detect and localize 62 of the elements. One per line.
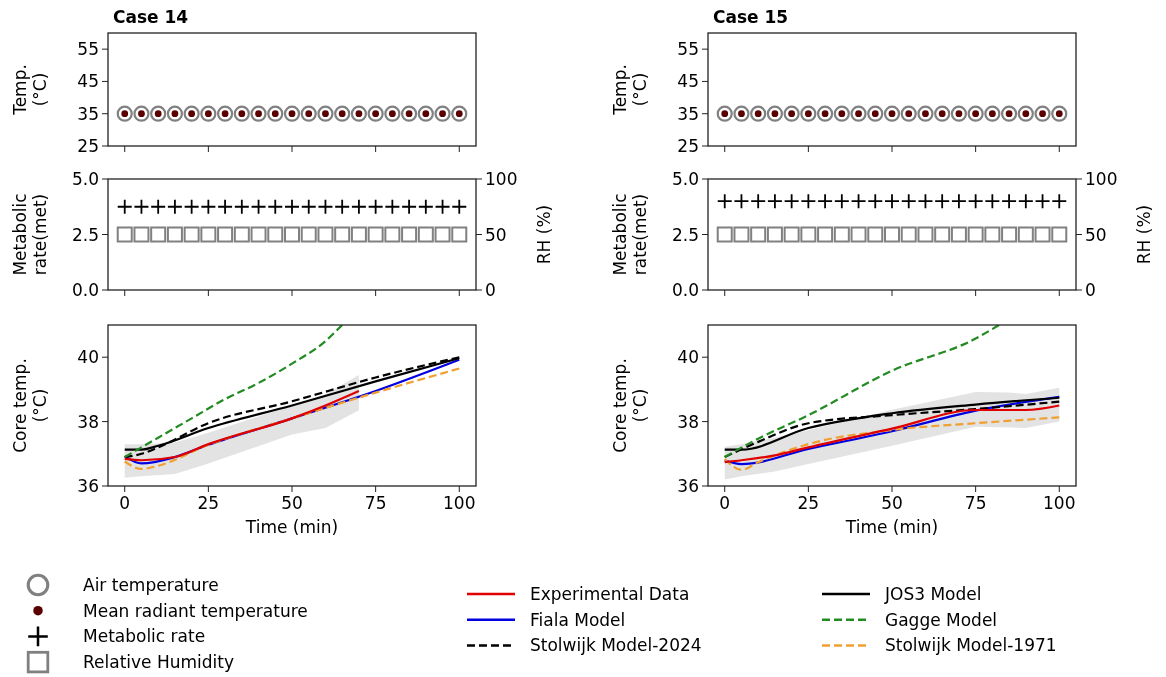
x-tick-label: 50: [881, 493, 903, 513]
y-tick-label: 40: [77, 347, 99, 368]
y2-axis-title: RH (%): [1134, 204, 1154, 265]
x-tick-label: 100: [443, 493, 476, 513]
line-series: [123, 325, 344, 459]
y-tick-label: 2.5: [671, 224, 699, 245]
y-axis-title: Metabolic rate(met): [10, 193, 50, 276]
y2-tick-label: 50: [1085, 224, 1107, 245]
y-tick-label: 45: [677, 71, 699, 92]
chart-title: Case 15: [713, 7, 789, 27]
legend-label: Stolwijk Model-2024: [530, 635, 702, 656]
y2-tick-label: 100: [485, 169, 518, 189]
legend-label: Relative Humidity: [83, 652, 235, 673]
legend-label: Mean radiant temperature: [83, 600, 308, 621]
x-tick-label: 25: [797, 493, 820, 513]
y-tick-label: 0.0: [71, 280, 99, 300]
y-tick-label: 40: [677, 347, 699, 368]
x-tick-label: 0: [119, 493, 131, 513]
y-tick-label: 2.5: [71, 224, 99, 245]
line-series: [723, 325, 1001, 459]
y-axis-title: Core temp. (°C): [10, 358, 50, 453]
y-tick-label: 5.0: [71, 169, 99, 189]
y-tick-label: 36: [677, 476, 699, 496]
legend-label: Gagge Model: [885, 609, 998, 630]
x-tick-label: 25: [197, 493, 220, 513]
y2-tick-label: 0: [1085, 280, 1096, 300]
y-tick-label: 25: [677, 136, 699, 156]
y-tick-label: 0.0: [671, 280, 699, 300]
y-axis-title: Core temp. (°C): [610, 358, 650, 453]
y-axis-title: Temp. (°C): [610, 64, 650, 116]
y-axis-title: Temp. (°C): [10, 64, 50, 116]
legend-label: Fiala Model: [530, 609, 626, 630]
y2-tick-label: 100: [1085, 169, 1118, 189]
y-tick-label: 5.0: [671, 169, 699, 189]
x-tick-label: 75: [964, 493, 987, 513]
y-tick-label: 38: [77, 411, 99, 432]
legend-label: Experimental Data: [530, 584, 690, 604]
line-series: [723, 416, 1061, 471]
y-tick-label: 36: [77, 476, 99, 496]
x-axis-title: Time (min): [244, 517, 339, 537]
y-tick-label: 35: [677, 103, 699, 124]
x-tick-label: 0: [719, 493, 731, 513]
y-axis-title: Metabolic rate(met): [610, 193, 650, 276]
y-tick-label: 38: [677, 411, 699, 432]
legend-label: Stolwijk Model-1971: [885, 635, 1057, 656]
y-tick-label: 35: [77, 103, 99, 124]
y2-tick-label: 0: [485, 280, 496, 300]
x-tick-label: 100: [1043, 493, 1076, 513]
x-axis-title: Time (min): [844, 517, 939, 537]
y-tick-label: 55: [77, 39, 99, 60]
legend-label: JOS3 Model: [884, 584, 982, 604]
x-tick-label: 50: [281, 493, 303, 513]
line-series: [123, 389, 361, 462]
y-tick-label: 55: [677, 39, 699, 60]
y2-axis-title: RH (%): [534, 204, 554, 265]
chart-title: Case 14: [113, 7, 189, 27]
x-tick-label: 75: [364, 493, 387, 513]
legend-label: Metabolic rate: [83, 626, 206, 647]
legend-label: Air temperature: [83, 575, 219, 595]
y-tick-label: 25: [77, 136, 99, 156]
y2-tick-label: 50: [485, 224, 507, 245]
y-tick-label: 45: [77, 71, 99, 92]
